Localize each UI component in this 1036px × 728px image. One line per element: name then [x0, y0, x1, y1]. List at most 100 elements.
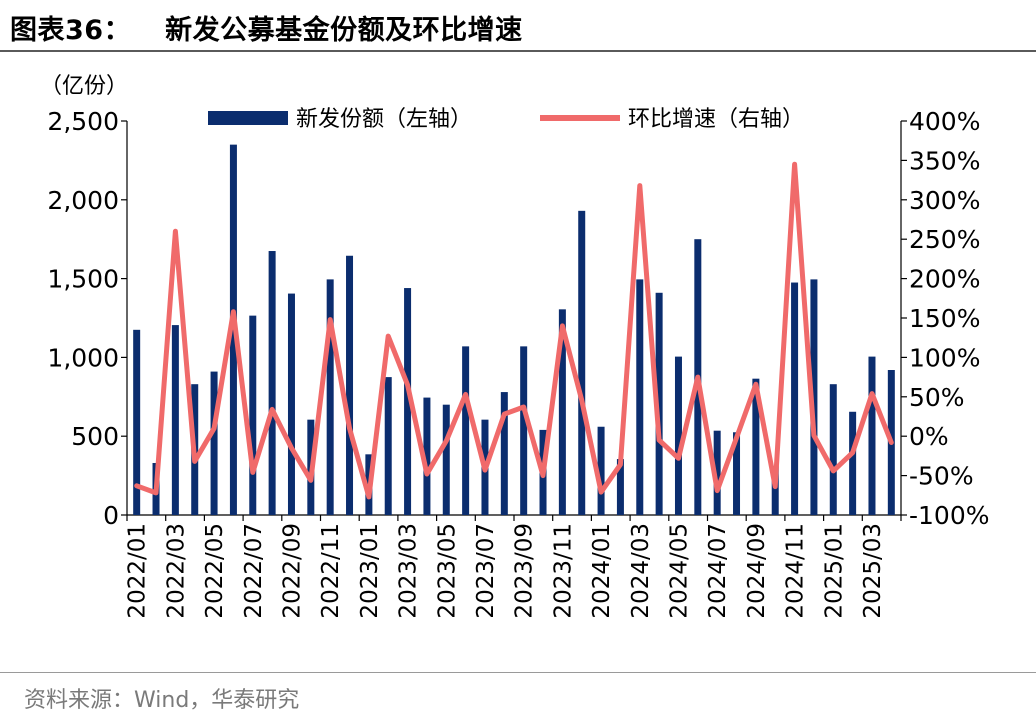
bar	[616, 459, 624, 515]
bar	[674, 356, 682, 515]
x-tick-label: 2022/05	[202, 523, 228, 619]
line-point	[813, 434, 815, 436]
x-tick-label: 2024/03	[628, 523, 654, 619]
bar-series	[133, 144, 895, 516]
bar	[249, 315, 257, 515]
line-point	[716, 490, 718, 492]
x-tick-label: 2023/07	[473, 523, 499, 619]
line-point	[658, 439, 660, 441]
line-point	[329, 319, 331, 321]
bar	[849, 411, 857, 515]
bar	[133, 329, 141, 515]
right-axis: -100% -50% 0% 50% 100% 150% 200% 250% 300% 350% 40…	[900, 107, 990, 530]
line-point	[310, 479, 312, 481]
legend: 新发份额（左轴） 环比增速（右轴）	[208, 107, 804, 132]
x-tick-label: 2025/01	[821, 523, 847, 619]
x-tick-label: 2024/07	[705, 523, 731, 619]
x-tick-label: 2023/05	[434, 523, 460, 619]
right-tick-label: 350%	[909, 146, 980, 175]
bar	[810, 279, 818, 515]
line-point	[232, 311, 234, 313]
bar	[829, 384, 837, 515]
x-tick-label: 2024/09	[744, 523, 770, 619]
legend-bar-swatch	[208, 111, 288, 125]
x-tick-label: 2025/03	[860, 523, 886, 619]
line-point	[271, 408, 273, 410]
bar	[423, 397, 431, 515]
left-tick-label: 1,500	[47, 265, 119, 294]
x-tick-label: 2022/09	[279, 523, 305, 619]
bar	[500, 392, 508, 515]
x-tick-label: 2023/09	[512, 523, 538, 619]
bar	[868, 356, 876, 515]
x-axis: 2022/01 2022/03 2022/05 2022/07 2022/09 2022/…	[125, 514, 902, 619]
x-tick-label: 2023/01	[357, 523, 383, 619]
right-tick-label: 200%	[909, 265, 980, 294]
left-axis: 0 500 1,000 1,500 2,000 2,500	[47, 107, 128, 530]
line-point	[561, 325, 563, 327]
x-tick-label: 2022/07	[241, 523, 267, 619]
line-point	[523, 406, 525, 408]
right-tick-label: 100%	[909, 343, 980, 372]
line-point	[484, 469, 486, 471]
left-tick-label: 0	[103, 501, 119, 530]
right-tick-label: 400%	[909, 107, 980, 136]
bar	[171, 325, 179, 515]
bar	[346, 255, 354, 516]
bar	[771, 466, 779, 515]
legend-line-label: 环比增速（右轴）	[628, 107, 804, 132]
bar	[268, 251, 276, 515]
line-point	[368, 496, 370, 498]
x-tick-label: 2024/05	[666, 523, 692, 619]
line-point	[387, 335, 389, 337]
line-point	[890, 442, 892, 444]
bar	[384, 377, 392, 515]
bar	[326, 279, 334, 515]
bar	[404, 288, 412, 515]
line-point	[465, 393, 467, 395]
line-point	[503, 413, 505, 415]
line-series	[134, 161, 894, 500]
x-tick-label: 2022/01	[125, 523, 151, 619]
bar	[578, 210, 586, 515]
line-point	[426, 473, 428, 475]
bar	[462, 346, 470, 515]
growth-line	[134, 161, 894, 500]
right-tick-label: -100%	[909, 501, 990, 530]
left-axis-unit: （亿份）	[40, 74, 129, 99]
line-point	[697, 376, 699, 378]
bar	[558, 309, 566, 515]
line-point	[871, 393, 873, 395]
figure-number: 图表36：	[10, 15, 132, 46]
line-point	[774, 486, 776, 488]
right-tick-label: 250%	[909, 225, 980, 254]
right-tick-label: -50%	[909, 462, 974, 491]
line-point	[600, 491, 602, 493]
bar	[713, 430, 721, 515]
bar	[655, 292, 663, 515]
line-point	[794, 163, 796, 165]
right-tick-label: 0%	[909, 422, 949, 451]
line-point	[445, 440, 447, 442]
x-tick-label: 2023/11	[550, 523, 576, 619]
line-point	[852, 452, 854, 454]
bar	[210, 371, 218, 515]
x-tick-label: 2023/03	[396, 523, 422, 619]
bar	[752, 378, 760, 515]
line-point	[194, 460, 196, 462]
footer-divider	[0, 672, 1036, 673]
bar	[636, 279, 644, 515]
bar	[791, 282, 799, 515]
x-tick-label: 2022/11	[318, 523, 344, 619]
left-tick-label: 2,000	[47, 186, 119, 215]
line-point	[639, 185, 641, 187]
bar	[597, 426, 605, 515]
figure-title: 新发公募基金份额及环比增速	[165, 15, 523, 46]
line-point	[349, 427, 351, 429]
right-tick-label: 50%	[909, 383, 965, 412]
bar	[442, 404, 450, 515]
line-point	[736, 437, 738, 439]
line-point	[677, 457, 679, 459]
line-point	[619, 464, 621, 466]
